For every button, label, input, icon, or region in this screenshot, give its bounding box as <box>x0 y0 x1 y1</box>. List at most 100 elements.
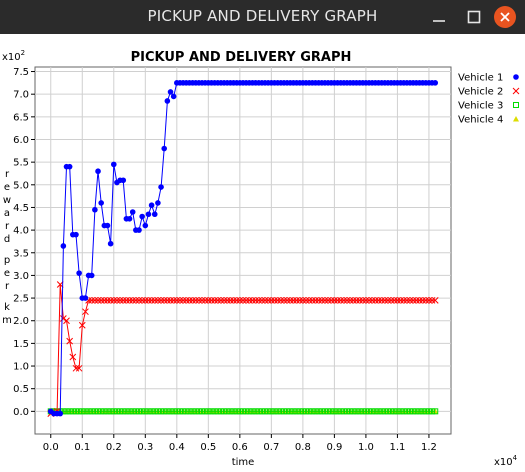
maximize-icon[interactable] <box>463 6 485 28</box>
series-1-point <box>98 200 104 206</box>
series-1-point <box>107 240 114 247</box>
series-layer <box>47 80 439 417</box>
series-2-point <box>368 296 376 304</box>
series-2-point <box>384 296 392 304</box>
y-tick-label: 4.0 <box>13 226 29 237</box>
series-3-point <box>214 408 221 415</box>
y-axis-label-char: m <box>2 315 12 326</box>
series-2-point <box>170 296 178 304</box>
x-tick-label: 0.9 <box>326 442 342 453</box>
series-3-point <box>142 408 149 415</box>
series-3-point <box>413 408 420 415</box>
series-2-point <box>157 296 165 304</box>
series-2-point <box>349 296 357 304</box>
y-tick-label: 1.0 <box>13 362 29 373</box>
series-3-point <box>347 408 354 415</box>
series-2-point <box>327 296 335 304</box>
series-2-point <box>249 296 256 304</box>
series-3-point <box>230 408 237 415</box>
series-3-point <box>265 408 272 415</box>
series-2-point <box>406 296 414 304</box>
series-3-point <box>208 408 215 415</box>
series-1-point <box>155 200 161 206</box>
y-tick-label: 3.0 <box>13 271 29 282</box>
series-3-point <box>410 408 417 415</box>
legend: Vehicle 1 Vehicle 2 Vehicle 3 Vehicle 4 <box>458 73 520 126</box>
series-2-point <box>223 296 231 304</box>
series-2-point <box>512 87 520 95</box>
minimize-icon[interactable] <box>428 6 450 28</box>
y-tick-label: 7.5 <box>13 67 29 78</box>
series-2-point <box>198 296 206 304</box>
series-2-point <box>308 296 316 304</box>
series-3-point <box>129 408 136 415</box>
series-4-point <box>513 116 519 122</box>
series-2-point <box>63 317 70 325</box>
series-2-point <box>119 296 127 304</box>
series-3-point <box>331 408 338 415</box>
series-2-point <box>419 296 426 304</box>
series-3-point <box>325 408 332 415</box>
y-axis-label-char: e <box>4 268 10 279</box>
series-3-point <box>69 408 76 415</box>
series-3-point <box>211 408 218 415</box>
series-3-point <box>252 408 259 415</box>
series-1-point <box>167 89 174 95</box>
series-3-point <box>403 408 410 415</box>
series-3-point <box>271 408 278 415</box>
series-2-point <box>82 308 89 316</box>
series-2-point <box>160 296 168 304</box>
series-3-point <box>400 408 407 415</box>
series-2-point <box>296 296 304 304</box>
series-2-point <box>359 296 367 304</box>
series-2-point <box>375 296 382 304</box>
series-3-point <box>151 408 158 415</box>
series-3-point <box>432 408 439 415</box>
series-1-point <box>136 227 142 233</box>
series-2-point <box>94 296 102 304</box>
series-2-point <box>107 296 114 304</box>
legend-label: Vehicle 2 <box>458 87 503 98</box>
series-2-point <box>394 296 401 304</box>
series-3-point <box>359 408 366 415</box>
close-icon[interactable] <box>494 6 516 28</box>
series-1-point <box>126 215 133 222</box>
series-2-point <box>264 296 272 304</box>
y-axis-label-char: r <box>5 169 10 180</box>
series-3-point <box>136 408 142 415</box>
series-3-point <box>189 408 196 415</box>
x-multiplier: x104 <box>494 454 518 468</box>
series-3 <box>47 408 439 415</box>
series-1-point <box>66 163 73 170</box>
series-1-point <box>60 243 67 249</box>
y-tick-label: 6.0 <box>13 135 29 146</box>
series-2-point <box>123 296 130 304</box>
series-2-point <box>378 296 386 304</box>
series-2-point <box>138 296 146 304</box>
series-3-point <box>407 408 414 415</box>
legend-label: Vehicle 3 <box>458 101 503 112</box>
x-tick-label: 1.0 <box>358 442 374 453</box>
y-tick-label: 5.5 <box>13 158 29 169</box>
series-2-point <box>132 296 140 304</box>
series-3-point <box>120 408 127 415</box>
series-3-point <box>375 408 382 415</box>
series-2 <box>47 281 439 417</box>
series-2-point <box>277 296 285 304</box>
series-3-point <box>340 408 347 415</box>
series-3-point <box>126 408 133 415</box>
series-3-point <box>303 408 310 415</box>
series-1-point <box>145 211 152 218</box>
series-3-point <box>384 408 391 415</box>
series-2-point <box>135 296 143 304</box>
series-1-point <box>110 161 117 168</box>
y-tick-label: 2.5 <box>13 294 29 305</box>
series-3-point <box>72 408 79 415</box>
series-2-point <box>201 296 209 304</box>
series-2-point <box>66 337 74 345</box>
series-1-point <box>148 202 155 208</box>
series-3-point <box>98 408 105 415</box>
series-2-point <box>230 296 237 304</box>
series-1-point <box>73 231 79 238</box>
